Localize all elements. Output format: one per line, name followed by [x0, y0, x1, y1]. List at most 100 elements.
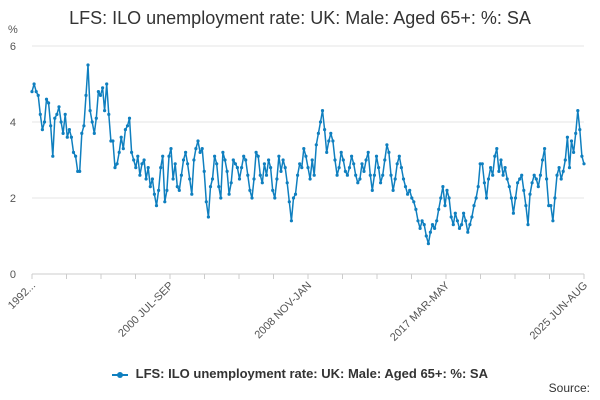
data-point[interactable]: [323, 128, 327, 132]
data-point[interactable]: [217, 185, 221, 189]
data-point[interactable]: [482, 181, 486, 185]
data-point[interactable]: [520, 173, 524, 177]
data-point[interactable]: [310, 158, 314, 162]
data-point[interactable]: [157, 188, 161, 192]
data-point[interactable]: [536, 185, 540, 189]
data-point[interactable]: [569, 139, 574, 143]
data-point[interactable]: [136, 154, 140, 158]
data-point[interactable]: [437, 207, 441, 211]
data-point[interactable]: [134, 166, 138, 170]
data-point[interactable]: [65, 135, 69, 139]
data-point[interactable]: [484, 196, 489, 200]
data-point[interactable]: [119, 135, 123, 139]
data-point[interactable]: [200, 147, 204, 151]
data-point[interactable]: [428, 230, 432, 234]
data-point[interactable]: [410, 196, 414, 200]
data-point[interactable]: [543, 147, 547, 151]
data-point[interactable]: [80, 131, 84, 135]
data-point[interactable]: [296, 173, 300, 177]
data-point[interactable]: [277, 154, 281, 158]
data-point[interactable]: [285, 181, 289, 185]
data-point[interactable]: [223, 158, 227, 162]
data-point[interactable]: [69, 135, 73, 139]
data-point[interactable]: [186, 162, 190, 166]
data-point[interactable]: [561, 169, 565, 173]
data-point[interactable]: [287, 200, 291, 204]
data-point[interactable]: [219, 196, 223, 200]
data-point[interactable]: [254, 150, 258, 154]
data-point[interactable]: [337, 166, 341, 170]
data-point[interactable]: [173, 162, 177, 166]
data-point[interactable]: [559, 177, 563, 181]
data-point[interactable]: [306, 166, 310, 170]
data-point[interactable]: [113, 166, 117, 170]
data-point[interactable]: [101, 86, 105, 90]
data-point[interactable]: [316, 131, 320, 135]
data-point[interactable]: [474, 196, 478, 200]
data-point[interactable]: [210, 177, 215, 181]
data-point[interactable]: [152, 192, 156, 196]
data-point[interactable]: [269, 166, 273, 170]
data-point[interactable]: [366, 150, 370, 154]
data-point[interactable]: [202, 169, 206, 173]
data-point[interactable]: [298, 162, 302, 166]
data-point[interactable]: [125, 124, 130, 128]
data-point[interactable]: [130, 150, 134, 154]
data-point[interactable]: [44, 97, 49, 101]
data-point[interactable]: [275, 177, 279, 181]
data-point[interactable]: [393, 177, 397, 181]
data-point[interactable]: [501, 173, 505, 177]
data-point[interactable]: [451, 223, 455, 227]
data-point[interactable]: [177, 188, 181, 192]
data-point[interactable]: [233, 162, 237, 166]
data-point[interactable]: [372, 173, 376, 177]
data-point[interactable]: [462, 211, 466, 215]
data-point[interactable]: [443, 204, 447, 208]
data-point[interactable]: [516, 181, 520, 185]
data-point[interactable]: [36, 93, 40, 97]
data-point[interactable]: [302, 147, 306, 151]
data-point[interactable]: [563, 158, 567, 162]
data-point[interactable]: [497, 169, 501, 173]
data-point[interactable]: [42, 120, 47, 124]
data-point[interactable]: [333, 158, 337, 162]
data-point[interactable]: [281, 158, 285, 162]
data-point[interactable]: [412, 200, 416, 204]
data-point[interactable]: [491, 173, 495, 177]
data-point[interactable]: [472, 204, 476, 208]
data-point[interactable]: [553, 196, 557, 200]
data-point[interactable]: [198, 150, 202, 154]
data-point[interactable]: [55, 112, 59, 116]
data-point[interactable]: [345, 173, 349, 177]
data-point[interactable]: [418, 226, 422, 230]
data-point[interactable]: [271, 188, 275, 192]
data-point[interactable]: [283, 166, 287, 170]
data-point[interactable]: [534, 177, 538, 181]
data-point[interactable]: [486, 177, 491, 181]
data-point[interactable]: [457, 226, 462, 230]
data-point[interactable]: [518, 177, 522, 181]
data-point[interactable]: [526, 223, 530, 227]
data-point[interactable]: [167, 154, 171, 158]
data-point[interactable]: [509, 196, 513, 200]
data-point[interactable]: [159, 166, 163, 170]
data-point[interactable]: [49, 124, 53, 128]
data-point[interactable]: [61, 131, 65, 135]
data-point[interactable]: [225, 169, 229, 173]
data-point[interactable]: [215, 162, 219, 166]
data-point[interactable]: [408, 188, 412, 192]
data-point[interactable]: [117, 150, 121, 154]
data-point[interactable]: [426, 242, 430, 246]
legend[interactable]: LFS: ILO unemployment rate: UK: Male: Ag…: [0, 366, 600, 381]
data-point[interactable]: [163, 200, 167, 204]
data-point[interactable]: [231, 158, 235, 162]
data-point[interactable]: [567, 166, 572, 170]
data-point[interactable]: [154, 204, 159, 208]
data-point[interactable]: [98, 93, 103, 97]
data-point[interactable]: [86, 63, 90, 67]
data-point[interactable]: [150, 177, 154, 181]
data-point[interactable]: [420, 219, 424, 223]
data-point[interactable]: [343, 169, 347, 173]
data-point[interactable]: [470, 215, 474, 219]
data-point[interactable]: [557, 166, 561, 170]
